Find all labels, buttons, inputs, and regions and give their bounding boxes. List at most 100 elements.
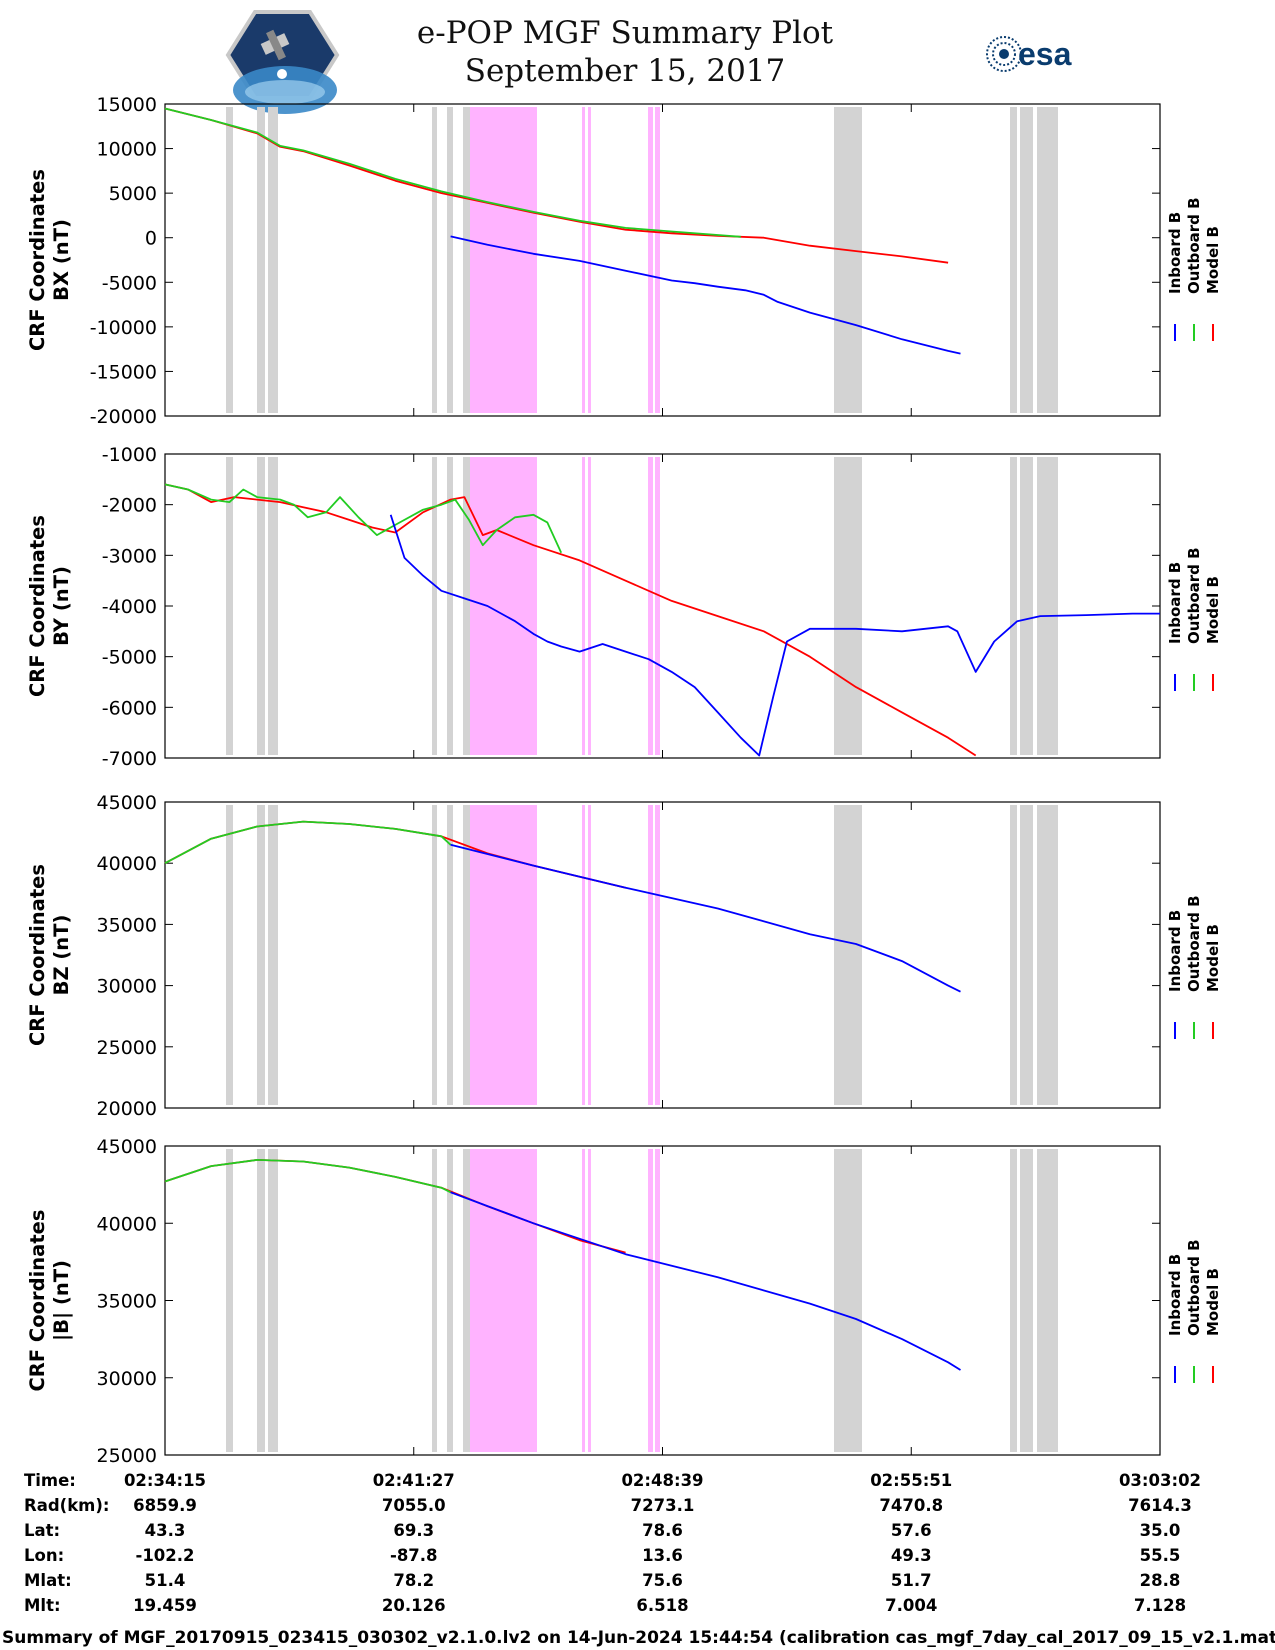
y-tick-label: -10000 [90, 317, 157, 339]
magenta-band [655, 457, 660, 755]
magenta-band [655, 1149, 660, 1452]
legend-label: Model B [1204, 924, 1222, 992]
cassiope-satellite-logo [225, 10, 340, 114]
magenta-band [588, 805, 591, 1105]
legend-label: Inboard B [1166, 1254, 1184, 1336]
gray-band [226, 805, 233, 1105]
gray-band [1020, 1149, 1033, 1452]
gray-band [432, 1149, 437, 1452]
y-tick-label: -5000 [102, 647, 157, 669]
y-axis-label: BX (nT) [50, 219, 73, 301]
ephemeris-cell: 6.518 [636, 1596, 688, 1615]
gray-band [1010, 457, 1017, 755]
ephemeris-row-label: Rad(km): [24, 1496, 110, 1515]
y-axis-label: |B| (nT) [50, 1260, 73, 1341]
gray-band [257, 107, 265, 413]
gray-band [447, 1149, 453, 1452]
esa-logo: esa [986, 36, 1072, 72]
figure-title: e-POP MGF Summary Plot [416, 15, 834, 51]
y-tick-label: -20000 [90, 406, 157, 428]
gray-band [834, 107, 862, 413]
gray-band [834, 805, 862, 1105]
gray-band [226, 107, 233, 413]
y-tick-label: 40000 [97, 853, 157, 875]
ephemeris-cell: 78.2 [393, 1571, 434, 1590]
ephemeris-cell: 7614.3 [1128, 1496, 1192, 1515]
gray-band [432, 457, 437, 755]
legend-label: Model B [1204, 1268, 1222, 1336]
series-line-model [164, 483, 977, 757]
series-line-inboard [389, 514, 1160, 757]
ephemeris-cell: 51.7 [891, 1571, 932, 1590]
gray-band [834, 457, 862, 755]
figure-title-block: e-POP MGF Summary Plot September 15, 201… [400, 14, 850, 90]
ephemeris-cell: -87.8 [390, 1546, 438, 1565]
legend-label: Model B [1204, 576, 1222, 644]
y-axis-label: CRF Coordinates [26, 515, 49, 697]
gray-band [1037, 1149, 1058, 1452]
ephemeris-cell: 6859.9 [133, 1496, 197, 1515]
y-tick-label: -3000 [102, 545, 157, 567]
ephemeris-cell: 7273.1 [631, 1496, 695, 1515]
legend-label: Outboard B [1185, 547, 1203, 644]
panel-bt: 45000 40000 35000 30000 25000 CRF Coordinates… [26, 1136, 1222, 1467]
magenta-band [582, 805, 585, 1105]
legend-label: Outboard B [1185, 197, 1203, 294]
magenta-band [470, 457, 537, 755]
magenta-band [470, 107, 537, 413]
magenta-band [588, 1149, 591, 1452]
y-tick-label: 30000 [97, 976, 157, 998]
gray-band [257, 457, 265, 755]
gray-band [1037, 107, 1058, 413]
magenta-band [588, 457, 591, 755]
magenta-band [655, 805, 660, 1105]
y-tick-label: 5000 [109, 183, 157, 205]
ephemeris-cell: 51.4 [145, 1571, 186, 1590]
gray-band [1037, 457, 1058, 755]
magenta-band [648, 107, 653, 413]
series-line-outboard [164, 1159, 452, 1194]
series-line-outboard [164, 107, 741, 238]
series-line-model [164, 820, 626, 889]
gray-band [463, 457, 470, 755]
ephemeris-cell: 02:34:15 [124, 1471, 206, 1490]
y-tick-label: -5000 [102, 272, 157, 294]
panel-bx: 15000 10000 5000 0 -5000 -10000 -15000 -20000 CR… [26, 94, 1222, 428]
gray-band [447, 805, 453, 1105]
magenta-band [470, 805, 537, 1105]
series-line-model [164, 1159, 626, 1254]
gray-band [834, 1149, 862, 1452]
gray-band [447, 457, 453, 755]
figure-date: September 15, 2017 [464, 53, 786, 89]
y-tick-label: 30000 [97, 1368, 157, 1390]
legend-label: Model B [1204, 226, 1222, 294]
y-tick-label: -15000 [90, 361, 157, 383]
series-line-inboard [450, 843, 961, 993]
series-line-outboard [164, 820, 452, 864]
y-tick-label: 45000 [97, 1136, 157, 1158]
gray-band [463, 1149, 470, 1452]
magenta-band [582, 457, 585, 755]
y-tick-label: -2000 [102, 495, 157, 517]
footer-text: Summary of MGF_20170915_023415_030302_v2… [2, 1628, 1275, 1648]
gray-band [268, 1149, 278, 1452]
y-axis-label: BZ (nT) [50, 915, 73, 996]
y-tick-label: 45000 [97, 792, 157, 814]
ephemeris-cell: 28.8 [1140, 1571, 1181, 1590]
gray-band [432, 107, 437, 413]
magenta-band [470, 1149, 537, 1452]
gray-band [1020, 805, 1033, 1105]
series-line-model [164, 107, 949, 264]
ephemeris-row-label: Lon: [24, 1546, 64, 1565]
ephemeris-cell: 7470.8 [879, 1496, 943, 1515]
gray-band [268, 805, 278, 1105]
series-line-inboard [450, 235, 961, 355]
ephemeris-row-label: Time: [24, 1471, 76, 1490]
gray-band [463, 107, 470, 413]
y-tick-label: 0 [145, 228, 157, 250]
magenta-band [582, 107, 585, 413]
y-tick-label: 25000 [97, 1445, 157, 1467]
ephemeris-row-label: Mlat: [24, 1571, 72, 1590]
legend-label: Outboard B [1185, 1239, 1203, 1336]
